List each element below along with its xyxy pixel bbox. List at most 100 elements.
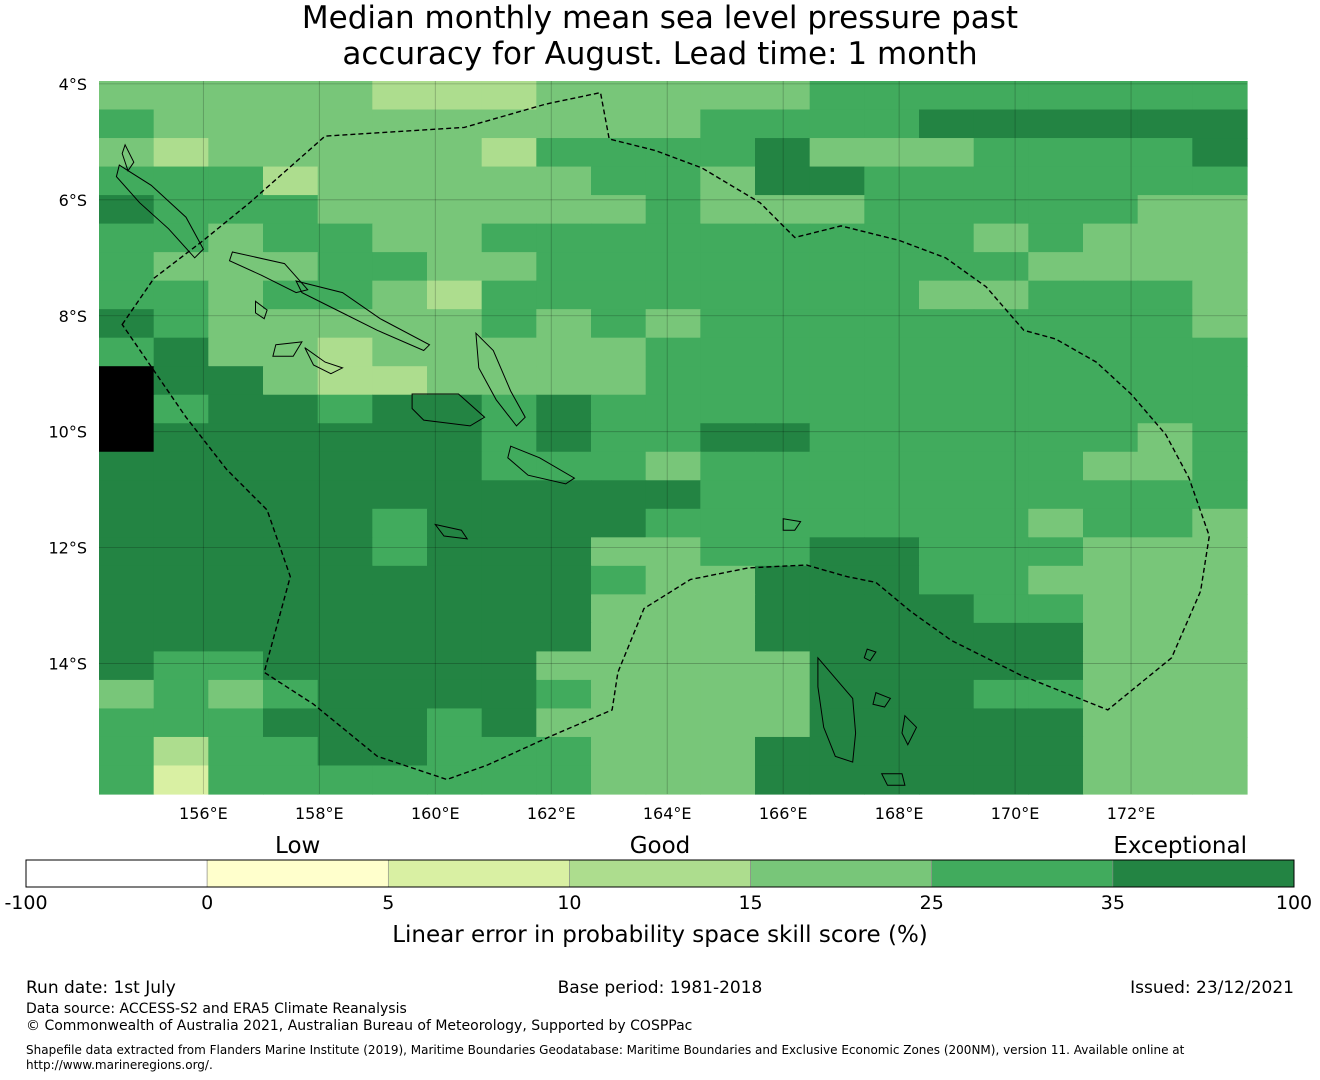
grid-cell [372, 337, 428, 367]
grid-cell [809, 423, 865, 453]
map-gridlines [99, 81, 1247, 794]
grid-cell [919, 736, 975, 767]
grid-cell [317, 166, 373, 196]
grid-cell [372, 138, 428, 168]
grid-cell [317, 480, 373, 510]
grid-cell [645, 337, 701, 367]
grid-cell [427, 651, 483, 681]
grid-cell [755, 223, 811, 253]
grid-cell [99, 508, 155, 538]
grid-cell [864, 394, 920, 424]
grid-cell [1083, 622, 1139, 652]
grid-cell [481, 565, 537, 595]
island-coastline [475, 331, 526, 427]
grid-cell [481, 622, 537, 652]
grid-cell [809, 594, 865, 624]
latitude-tick-label: 12°S [48, 539, 87, 558]
grid-cell [591, 366, 647, 396]
grid-cell [208, 366, 264, 396]
grid-cell [755, 423, 811, 453]
grid-cell [208, 594, 264, 624]
grid-cell [99, 708, 155, 738]
grid-cell [919, 708, 975, 738]
grid-cell [591, 309, 647, 339]
grid-cell [427, 565, 483, 595]
grid-cell [1192, 138, 1248, 168]
colorbar-segment [931, 859, 1114, 888]
grid-cell [645, 366, 701, 396]
copyright: © Commonwealth of Australia 2021, Austra… [26, 1018, 693, 1034]
grid-cell [1083, 594, 1139, 624]
grid-cell [864, 451, 920, 481]
grid-cell [481, 394, 537, 424]
grid-cell [1137, 537, 1193, 567]
grid-cell [153, 651, 209, 681]
grid-cell [536, 537, 592, 567]
grid-cell [755, 451, 811, 481]
grid-cell [208, 508, 264, 538]
grid-cell [645, 480, 701, 510]
grid-cell [1137, 423, 1193, 453]
grid-cell [208, 109, 264, 139]
map-title-line-2: accuracy for August. Lead time: 1 month [342, 36, 978, 72]
grid-cell [919, 565, 975, 595]
grid-cell [536, 81, 592, 111]
colorbar-segment [750, 859, 933, 888]
run-date: Run date: 1st July [26, 978, 176, 998]
grid-cell [645, 252, 701, 282]
grid-cell [99, 81, 155, 111]
grid-cell [427, 280, 483, 310]
grid-cell [536, 736, 592, 767]
grid-cell [755, 280, 811, 310]
grid-cell [591, 195, 647, 225]
grid-cell [372, 309, 428, 339]
grid-cell [700, 565, 756, 595]
grid-cell [1028, 423, 1084, 453]
grid-cell [919, 138, 975, 168]
colorbar-tick-label: 15 [738, 892, 762, 914]
grid-cell [263, 736, 319, 767]
grid-cell [1192, 622, 1248, 652]
grid-cell [1137, 622, 1193, 652]
island-coastline [880, 773, 906, 786]
grid-cell [1192, 480, 1248, 510]
grid-cell [536, 166, 592, 196]
grid-cell [153, 366, 209, 396]
grid-cell [919, 109, 975, 139]
grid-cell [1083, 480, 1139, 510]
grid-cell [864, 280, 920, 310]
grid-cell [864, 765, 920, 795]
grid-cell [317, 565, 373, 595]
grid-cell [973, 109, 1029, 139]
grid-cell [317, 508, 373, 538]
grid-cell [1137, 138, 1193, 168]
grid-cell [864, 366, 920, 396]
grid-cell [1192, 280, 1248, 310]
longitude-labels: 156°E 158°E 160°E 162°E 164°E 166°E 168°E 170°E… [179, 804, 1155, 823]
grid-cell [99, 423, 155, 453]
grid-cell [755, 651, 811, 681]
coastlines [115, 143, 918, 786]
grid-cell [919, 537, 975, 567]
grid-cell [973, 423, 1029, 453]
grid-cell [864, 166, 920, 196]
grid-cell [99, 280, 155, 310]
grid-cell [919, 252, 975, 282]
grid-cell [1137, 451, 1193, 481]
longitude-tick-label: 160°E [411, 804, 460, 823]
grid-cell [372, 679, 428, 710]
grid-cell [263, 252, 319, 282]
grid-cell [700, 166, 756, 196]
grid-cell [317, 622, 373, 652]
grid-cell [1028, 480, 1084, 510]
island-coastline [507, 445, 576, 485]
grid-cell [1137, 765, 1193, 795]
grid-cell [427, 394, 483, 424]
grid-cell [1028, 166, 1084, 196]
grid-cell [1083, 252, 1139, 282]
grid-cell [427, 679, 483, 710]
grid-cell [1083, 537, 1139, 567]
longitude-tick-label: 162°E [527, 804, 576, 823]
grid-cell [481, 651, 537, 681]
grid-cell [99, 366, 155, 396]
